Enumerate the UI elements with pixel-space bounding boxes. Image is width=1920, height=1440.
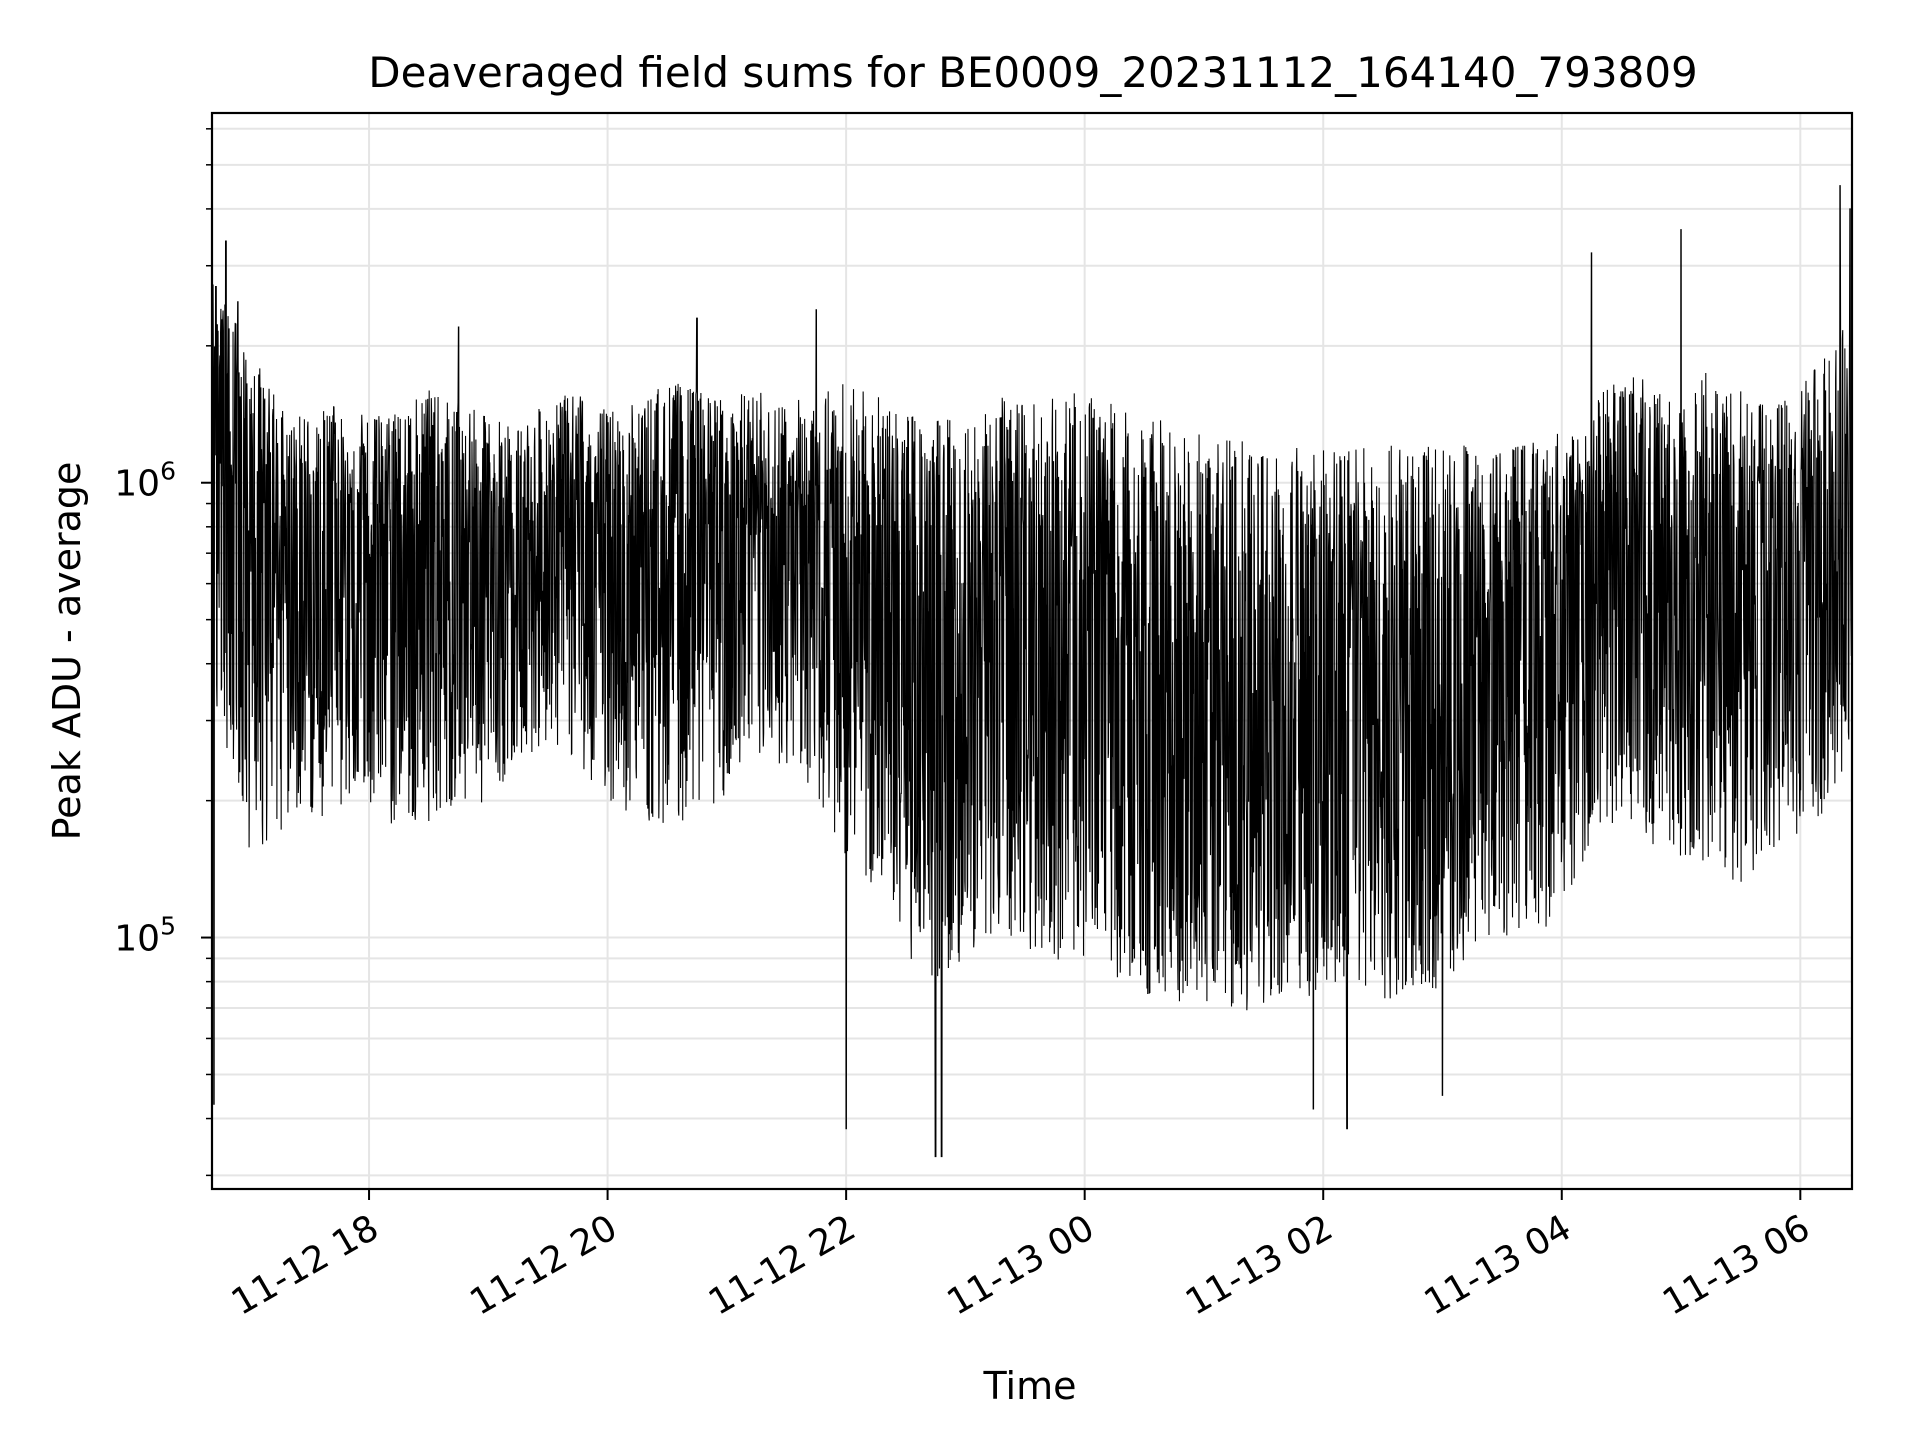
y-axis-label: Peak ADU - average <box>45 462 89 841</box>
y-tick-label: 105 <box>114 912 176 960</box>
series-line <box>211 185 1853 1158</box>
x-axis-label: Time <box>983 1364 1077 1408</box>
y-tick-label: 106 <box>114 457 176 505</box>
plot-frame <box>210 111 1854 1191</box>
data-layer <box>211 185 1853 1158</box>
chart-title: Deaveraged field sums for BE0009_2023111… <box>368 48 1698 97</box>
